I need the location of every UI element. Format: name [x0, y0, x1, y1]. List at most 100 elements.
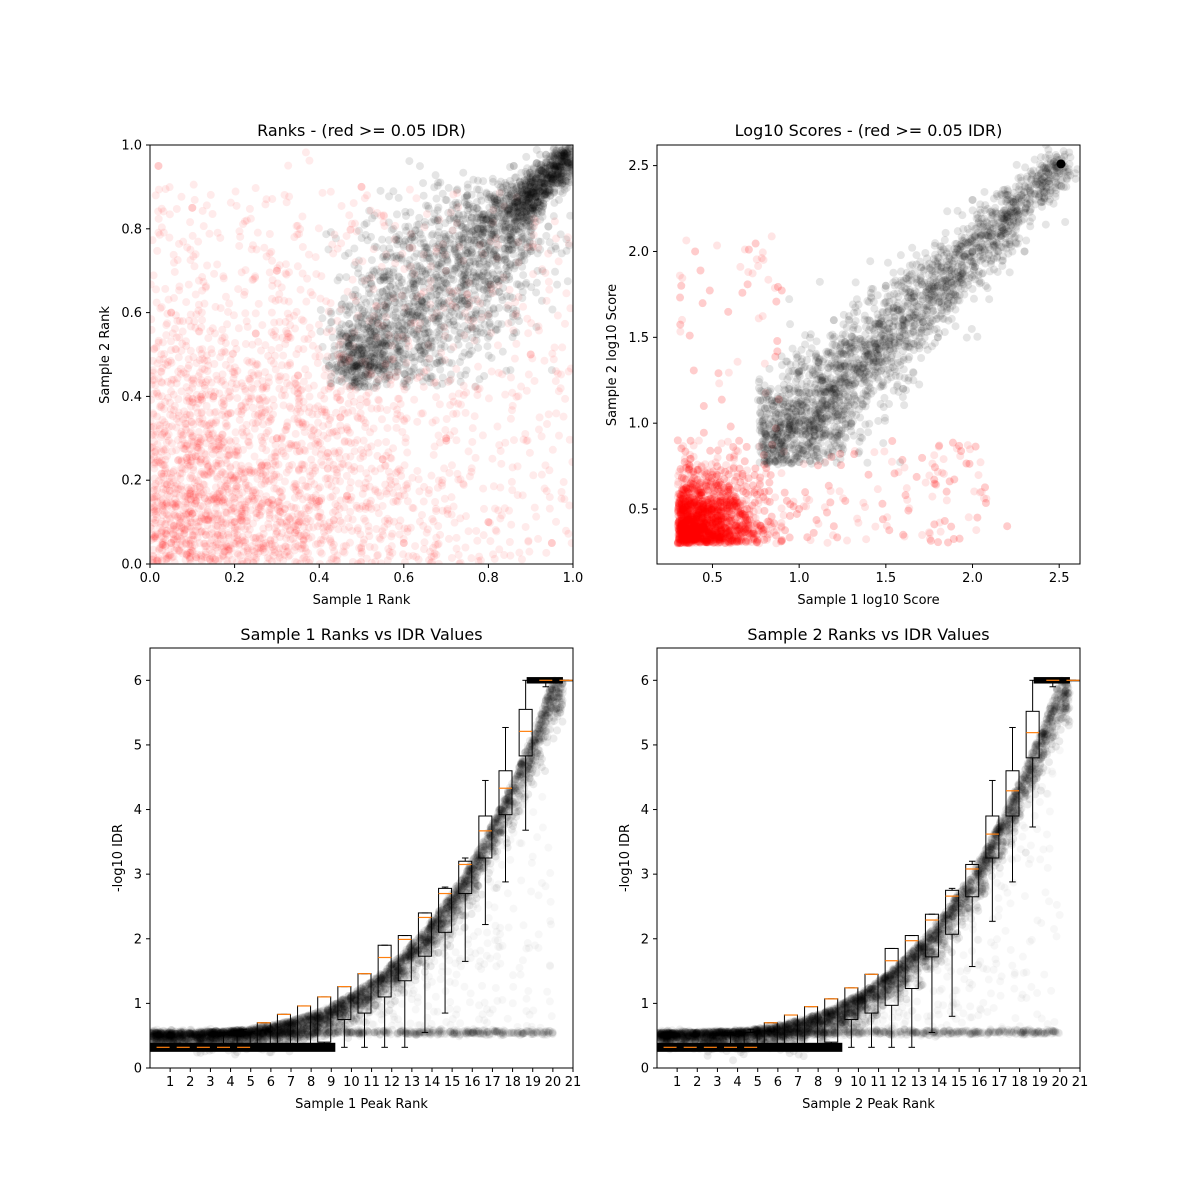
ranks-point-fail [191, 323, 200, 332]
ranks-point-fail [161, 466, 170, 475]
ranks-point-fail [187, 402, 196, 411]
ranks-point-fail [275, 343, 284, 352]
ranks-point-fail [371, 467, 380, 476]
ranks-point-fail [410, 395, 419, 404]
ranks-point-fail [376, 404, 385, 413]
ranks-point-fail [252, 359, 261, 368]
ranks-point-fail [215, 450, 224, 459]
ranks-point-fail [201, 391, 210, 400]
ranks-point-fail [182, 441, 191, 450]
ranks-point-fail [179, 444, 188, 453]
ranks-point-fail [201, 511, 210, 520]
ranks-point-fail [292, 447, 301, 456]
ranks-point-fail [545, 285, 554, 294]
ranks-point-fail [336, 477, 345, 486]
ranks-point-fail [182, 298, 191, 307]
ranks-point-fail [525, 448, 534, 457]
ranks-point-fail [261, 368, 270, 377]
ranks-point-fail [172, 479, 181, 488]
ranks-point-pass [562, 246, 571, 255]
ranks-point-fail [213, 375, 222, 384]
ranks-point-fail [544, 249, 553, 258]
ranks-point-fail [253, 474, 262, 483]
ranks-point-fail [252, 513, 261, 522]
ranks-point-fail [213, 461, 222, 470]
ranks-point-fail [298, 242, 307, 251]
ranks-point-fail [328, 543, 337, 552]
ranks-point-fail [157, 204, 166, 213]
ranks-point-fail [427, 262, 436, 271]
ranks-point-fail [246, 374, 255, 383]
ranks-point-fail [318, 188, 327, 197]
ranks-point-fail [359, 436, 368, 445]
ranks-point-fail [300, 428, 309, 437]
ranks-point-fail [222, 482, 231, 491]
ranks-point-fail [155, 402, 164, 411]
ranks-point-pass [471, 308, 480, 317]
ranks-point-fail [290, 379, 299, 388]
ranks-point-fail [508, 401, 517, 410]
ranks-point-fail [493, 341, 502, 350]
ranks-point-fail [179, 237, 188, 246]
ranks-point-fail [419, 497, 428, 506]
ranks-point-fail [420, 482, 429, 491]
ranks-point-fail [454, 550, 463, 559]
ranks-point-pass [509, 304, 518, 313]
ranks-point-fail [493, 422, 502, 431]
ranks-point-fail [263, 461, 272, 470]
ranks-point-fail [285, 526, 294, 535]
ranks-point-fail [333, 468, 342, 477]
ranks-point-fail [300, 335, 309, 344]
ranks-point-fail [338, 405, 347, 414]
ranks-point-fail [464, 527, 473, 536]
ranks-point-fail [218, 523, 227, 532]
ranks-point-pass [397, 275, 406, 284]
ranks-point-fail [216, 535, 225, 544]
ranks-point-fail [283, 309, 292, 318]
ranks-point-fail [210, 269, 219, 278]
ranks-point-fail [223, 421, 232, 430]
ranks-point-fail [225, 451, 234, 460]
ranks-point-pass [367, 256, 376, 265]
ranks-point-fail [380, 462, 389, 471]
ranks-point-fail [171, 502, 180, 511]
ranks-point-fail [535, 413, 544, 422]
ranks-point-pass [335, 376, 344, 385]
ranks-point-fail [395, 492, 404, 501]
ranks-point-fail [155, 458, 164, 467]
ranks-point-pass [384, 298, 393, 307]
ranks-point-fail [356, 409, 365, 418]
ranks-point-fail [524, 329, 533, 338]
ranks-point-fail [156, 367, 165, 376]
ranks-point-fail [250, 410, 259, 419]
ranks-point-fail [172, 379, 181, 388]
ranks-point-fail [344, 357, 353, 366]
ranks-point-fail [222, 508, 231, 517]
ranks-point-fail [215, 554, 224, 563]
ranks-point-fail [216, 353, 225, 362]
ranks-point-fail [365, 542, 374, 551]
ranks-point-fail [247, 392, 256, 401]
ranks-point-pass [491, 325, 500, 334]
ranks-point-fail [254, 299, 263, 308]
ranks-point-fail [317, 407, 326, 416]
ranks-point-fail [217, 348, 226, 357]
ranks-point-pass [357, 318, 366, 327]
ranks-point-fail [272, 527, 281, 536]
ranks-point-fail [247, 383, 256, 392]
ranks-point-fail [393, 467, 402, 476]
ranks-point-fail [164, 551, 173, 560]
ranks-point-pass [316, 306, 325, 315]
ranks-point-fail [182, 410, 191, 419]
ranks-point-fail [214, 435, 223, 444]
ranks-point-fail [221, 292, 230, 301]
ranks-point-fail [512, 392, 521, 401]
ranks-point-fail [359, 452, 368, 461]
ranks-point-fail [174, 546, 183, 555]
ranks-point-fail [250, 452, 259, 461]
ranks-point-fail [221, 470, 230, 479]
ranks-point-fail [548, 445, 557, 454]
ranks-point-fail [257, 346, 266, 355]
ranks-point-fail [210, 359, 219, 368]
ranks-point-fail [297, 460, 306, 469]
